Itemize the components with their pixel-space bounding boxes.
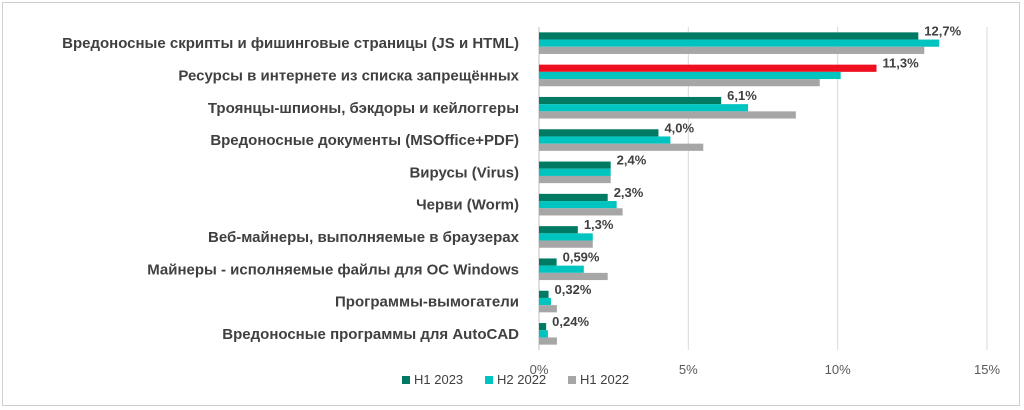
legend-label: H1 2023 [414,372,463,387]
legend-swatch [485,376,493,384]
legend-label: H2 2022 [497,372,546,387]
category-label: Вредоносные документы (MSOffice+PDF) [210,132,519,149]
category-label: Черви (Worm) [416,197,519,214]
category-label: Вредоносные программы для AutoCAD [222,326,519,343]
legend-label: H1 2022 [580,372,629,387]
category-label: Троянцы-шпионы, бэкдоры и кейлоггеры [208,100,519,117]
bar [539,208,623,216]
data-label: 2,4% [617,153,647,168]
bar [539,323,547,331]
bar [539,46,925,54]
category-label: Ресурсы в интернете из списка запрещённы… [178,67,519,84]
bar [539,233,593,241]
category-label: Майнеры - исполняемые файлы для ОС Windo… [147,261,519,278]
bar [539,32,919,40]
bar [539,161,611,169]
data-label: 1,3% [584,217,614,232]
x-tick-label: 5% [679,362,698,377]
category-label: Вирусы (Virus) [409,164,519,181]
data-label: 12,7% [924,23,961,38]
data-label: 0,32% [555,282,592,297]
chart-frame [2,2,1020,406]
bar [539,226,578,234]
bar [539,111,796,119]
data-label: 11,3% [882,56,919,71]
bar [539,201,617,209]
x-tick-label: 15% [974,362,1000,377]
category-label: Веб-майнеры, выполняемые в браузерах [208,229,520,246]
data-label: 0,59% [563,249,600,264]
bar [539,104,749,112]
bar [539,71,841,80]
bar [539,290,549,298]
bar [539,175,611,184]
bar [539,330,548,338]
bar [539,305,557,313]
bar [539,143,704,151]
bar [539,297,551,306]
bar [539,129,659,137]
bar [539,64,877,72]
data-label: 4,0% [664,120,694,135]
legend-swatch [568,376,576,384]
bar [539,265,584,273]
legend-swatch [402,376,410,384]
data-label: 6,1% [727,88,757,103]
category-label: Вредоносные скрипты и фишинговые страниц… [62,35,519,52]
bar [539,79,820,87]
bar [539,96,722,105]
bar [539,240,593,248]
bar [539,337,557,345]
data-label: 2,3% [614,185,644,200]
data-label: 0,24% [552,314,589,329]
bar [539,136,671,144]
bar [539,272,608,281]
category-label: Программы-вымогатели [335,294,519,311]
bar [539,258,557,266]
x-tick-label: 0% [530,362,549,377]
x-tick-label: 10% [825,362,851,377]
bar [539,39,940,47]
bar [539,193,608,202]
bar [539,168,611,176]
